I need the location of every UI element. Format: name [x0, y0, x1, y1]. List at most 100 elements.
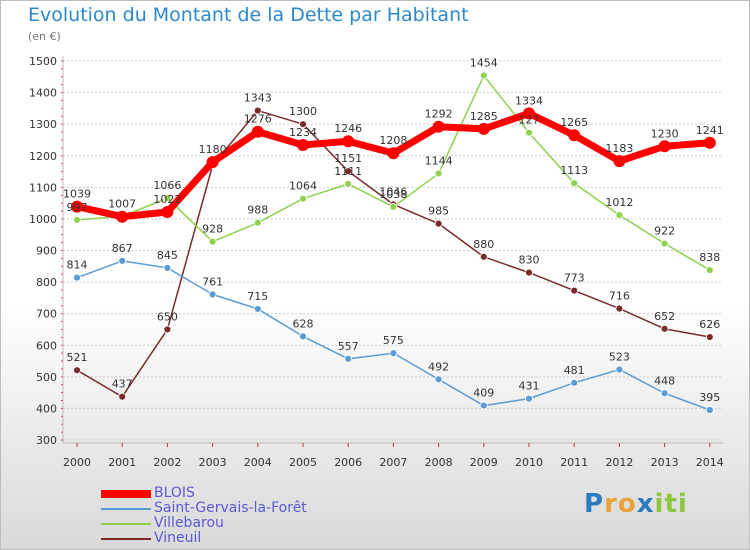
data-label: 492: [428, 360, 449, 373]
data-point: [570, 378, 579, 387]
data-point: [479, 71, 488, 80]
data-point: [570, 179, 579, 188]
data-label: 1066: [153, 179, 181, 192]
data-label: 761: [202, 275, 223, 288]
data-label: 1292: [425, 108, 453, 121]
data-label: 867: [112, 242, 133, 255]
data-label: 575: [383, 334, 404, 347]
x-tick-label: 2014: [696, 456, 724, 469]
data-point: [297, 139, 309, 152]
data-label: 395: [699, 391, 720, 404]
chart-subtitle: (en €): [28, 30, 61, 43]
data-label: 1343: [244, 92, 272, 105]
legend-label-villebarou: Villebarou: [154, 515, 224, 531]
data-point: [118, 392, 127, 401]
data-point: [208, 237, 217, 246]
data-label: 715: [247, 290, 268, 303]
data-point: [118, 257, 127, 265]
logo-letter: o: [617, 489, 637, 519]
data-label: 1208: [379, 134, 407, 147]
x-tick-label: 2011: [560, 456, 588, 469]
data-point: [253, 218, 262, 227]
data-label: 557: [338, 340, 359, 353]
data-label: 628: [293, 317, 314, 330]
logo-letter: r: [604, 489, 618, 519]
data-point: [389, 349, 398, 358]
data-point: [116, 210, 129, 223]
data-point: [299, 332, 307, 341]
logo-letter: t: [664, 489, 678, 519]
data-label: 1064: [289, 180, 317, 193]
data-point: [163, 263, 172, 272]
data-point: [705, 406, 714, 414]
y-tick-label: 300: [36, 434, 57, 447]
data-point: [432, 120, 445, 133]
data-point: [71, 200, 83, 213]
data-point: [705, 266, 714, 274]
y-tick-label: 1100: [29, 181, 57, 194]
data-point: [434, 219, 443, 228]
data-point: [344, 354, 353, 363]
data-label: 838: [699, 251, 720, 264]
data-point: [523, 107, 535, 120]
x-tick-label: 2003: [199, 456, 227, 469]
data-point: [344, 179, 353, 188]
data-label: 521: [67, 351, 88, 364]
x-tick-label: 2005: [289, 456, 317, 469]
series-line-villebarou: [76, 74, 711, 271]
data-label: 1234: [289, 126, 317, 139]
data-point: [434, 375, 443, 384]
data-label: 830: [519, 254, 540, 267]
data-label: 1334: [515, 94, 543, 107]
data-point: [660, 324, 669, 333]
logo-letter: x: [636, 489, 655, 519]
data-point: [479, 252, 488, 261]
x-tick-label: 2008: [425, 456, 453, 469]
data-label: 845: [157, 249, 178, 262]
data-point: [299, 194, 307, 203]
data-point: [434, 169, 443, 178]
data-label: 716: [609, 290, 630, 303]
data-label: 1046: [379, 185, 407, 198]
data-label: 1276: [244, 113, 272, 126]
data-point: [73, 215, 81, 224]
y-tick-label: 1500: [29, 55, 57, 68]
data-label: 1285: [470, 110, 498, 123]
data-point: [163, 325, 172, 334]
logo-letter: P: [584, 489, 605, 519]
data-point: [613, 155, 626, 168]
data-point: [615, 211, 624, 220]
y-tick-label: 1300: [29, 118, 57, 131]
data-point: [570, 286, 579, 295]
data-label: 127: [519, 114, 540, 127]
data-label: 481: [564, 364, 585, 377]
x-tick-label: 2013: [651, 456, 679, 469]
data-label: 652: [654, 310, 675, 323]
data-label: 814: [67, 259, 88, 272]
data-point: [251, 125, 264, 138]
y-tick-label: 400: [36, 402, 57, 415]
data-point: [253, 106, 262, 115]
data-label: 1012: [605, 196, 633, 209]
data-point: [705, 333, 714, 341]
data-point: [208, 290, 217, 299]
data-point: [206, 156, 219, 169]
data-label: 1007: [108, 198, 136, 211]
data-point: [389, 203, 398, 211]
legend-label-saint-gervais: Saint-Gervais-la-Forêt: [154, 500, 307, 516]
data-point: [615, 304, 624, 313]
data-label: 1144: [425, 154, 453, 167]
data-point: [163, 194, 172, 202]
legend-label-vineuil: Vineuil: [154, 530, 202, 546]
x-tick-label: 2002: [153, 456, 181, 469]
data-point: [703, 136, 716, 149]
data-label: 1300: [289, 105, 317, 118]
data-label: 523: [609, 351, 630, 364]
data-label: 1038: [379, 188, 407, 201]
data-label: 1230: [651, 127, 679, 140]
data-label: 650: [157, 310, 178, 323]
data-label: 1183: [605, 142, 633, 155]
data-label: 448: [654, 374, 675, 387]
data-point: [660, 239, 669, 248]
data-label: 431: [519, 380, 540, 393]
